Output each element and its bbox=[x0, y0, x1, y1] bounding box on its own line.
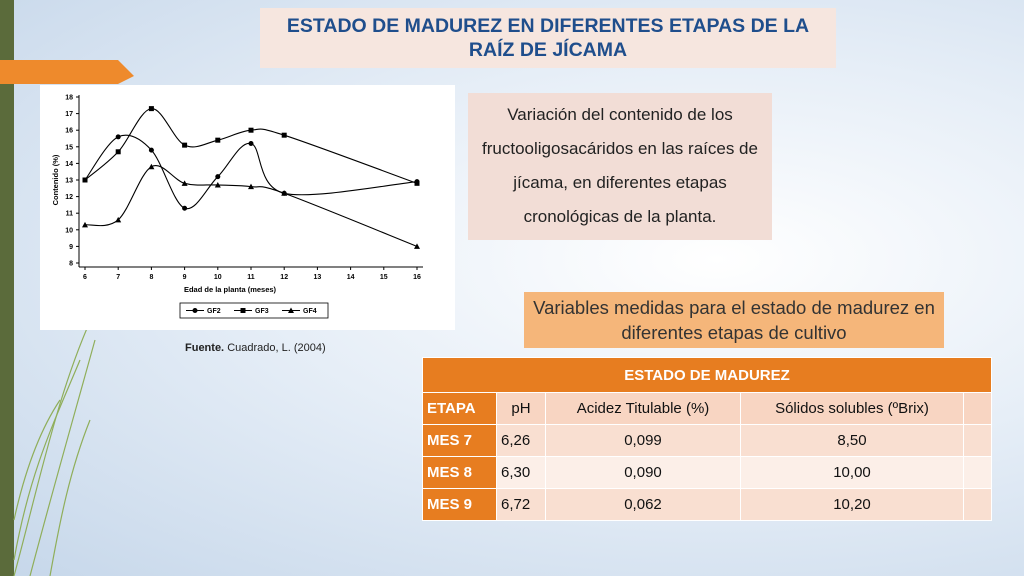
cell: 8,50 bbox=[740, 424, 964, 457]
y-tick-label: 15 bbox=[65, 144, 73, 151]
y-tick-label: 16 bbox=[65, 128, 73, 135]
y-tick-label: 18 bbox=[65, 95, 73, 102]
x-tick-label: 11 bbox=[247, 274, 255, 281]
callout: Variables medidas para el estado de madu… bbox=[524, 292, 944, 348]
x-tick-label: 9 bbox=[183, 274, 187, 281]
marker bbox=[248, 183, 254, 190]
description: Variación del contenido de los fructooli… bbox=[468, 93, 772, 240]
x-tick-label: 14 bbox=[347, 274, 355, 281]
empty-cell bbox=[963, 488, 992, 521]
marker bbox=[248, 127, 254, 133]
marker bbox=[115, 216, 122, 223]
cell: 0,062 bbox=[545, 488, 741, 521]
marker bbox=[115, 134, 121, 140]
legend bbox=[179, 302, 329, 319]
legend-label: GF3 bbox=[255, 308, 269, 315]
cell: 6,26 bbox=[496, 424, 546, 457]
decoration bbox=[0, 0, 134, 576]
header-cell: ETAPA bbox=[422, 392, 497, 425]
y-axis-label: Contenido (%) bbox=[51, 154, 60, 205]
source-text: Cuadrado, L. (2004) bbox=[227, 342, 326, 354]
marker bbox=[248, 140, 254, 146]
marker bbox=[414, 243, 420, 249]
row: MES 9 6,72 0,062 10,20 bbox=[422, 488, 992, 521]
empty-cell bbox=[963, 424, 992, 457]
stage-cell: MES 9 bbox=[422, 488, 497, 521]
marker bbox=[181, 180, 188, 186]
stage-cell: MES 7 bbox=[422, 424, 497, 457]
cell: 10,00 bbox=[740, 456, 964, 489]
marker bbox=[240, 308, 246, 313]
marker bbox=[182, 142, 188, 148]
marker bbox=[192, 308, 198, 313]
header-cell: Acidez Titulable (%) bbox=[545, 392, 741, 425]
legend-label: GF4 bbox=[303, 308, 317, 315]
x-tick-label: 10 bbox=[214, 274, 222, 281]
side-bar bbox=[0, 0, 14, 576]
cell: 0,099 bbox=[545, 424, 741, 457]
empty-cell bbox=[963, 456, 992, 489]
marker bbox=[214, 181, 221, 188]
y-tick-label: 13 bbox=[65, 178, 73, 185]
header-cell: pH bbox=[496, 392, 546, 425]
chart: 8 9 10 11 12 13 14 15 16 17 18 6 7 8 9 10 11 12 13 14 15 16 Co… bbox=[51, 95, 423, 319]
tab bbox=[0, 60, 134, 84]
marker bbox=[215, 137, 221, 143]
cell: 0,090 bbox=[545, 456, 741, 489]
x-axis-label: Edad de la planta (meses) bbox=[184, 285, 277, 294]
x-tick-label: 7 bbox=[116, 274, 120, 281]
x-tick-label: 13 bbox=[314, 274, 322, 281]
y-tick-label: 12 bbox=[65, 194, 73, 201]
marker bbox=[288, 307, 294, 313]
cell: 6,72 bbox=[496, 488, 546, 521]
legend-label: GF2 bbox=[207, 308, 221, 315]
x-tick-label: 15 bbox=[380, 274, 388, 281]
table-title-row: ESTADO DE MADUREZ bbox=[422, 357, 992, 393]
marker bbox=[182, 205, 188, 211]
marker bbox=[414, 180, 420, 186]
marker bbox=[82, 221, 88, 228]
marker bbox=[281, 132, 287, 138]
y-tick-label: 9 bbox=[69, 244, 73, 251]
marker bbox=[148, 106, 154, 112]
accent-lines bbox=[13, 299, 101, 576]
stage-cell: MES 8 bbox=[422, 456, 497, 489]
row: MES 7 6,26 0,099 8,50 bbox=[422, 424, 992, 457]
marker bbox=[148, 163, 155, 170]
row: MES 8 6,30 0,090 10,00 bbox=[422, 456, 992, 489]
marker bbox=[148, 147, 154, 153]
x-tick-label: 8 bbox=[149, 274, 153, 281]
x-tick-label: 16 bbox=[413, 274, 421, 281]
marker bbox=[215, 174, 221, 180]
y-tick-label: 8 bbox=[69, 261, 73, 268]
table: ESTADO DE MADUREZ ETAPA pH Acidez Titulable… bbox=[422, 357, 992, 521]
series-line bbox=[84, 165, 418, 247]
cell: 10,20 bbox=[740, 488, 964, 521]
marker bbox=[281, 190, 288, 196]
title: ESTADO DE MADUREZ EN DIFERENTES ETAPAS D… bbox=[260, 8, 836, 68]
header-row: ETAPA pH Acidez Titulable (%) Sólidos solub… bbox=[422, 392, 992, 425]
table-title: ESTADO DE MADUREZ bbox=[422, 357, 992, 393]
source-label: Fuente. bbox=[185, 342, 225, 354]
marker bbox=[115, 149, 121, 155]
header-cell: Sólidos solubles (ºBrix) bbox=[740, 392, 964, 425]
x-tick-label: 6 bbox=[83, 274, 87, 281]
series-line bbox=[84, 108, 418, 184]
source: Fuente. Cuadrado, L. (2004) bbox=[185, 342, 326, 354]
marker bbox=[82, 177, 88, 183]
series-line bbox=[84, 134, 418, 210]
figure: 8 9 10 11 12 13 14 15 16 17 18 6 7 8 9 10 11 12 13 14 15 16 Co… bbox=[40, 85, 455, 330]
empty-cell bbox=[963, 392, 992, 425]
y-tick-label: 17 bbox=[65, 111, 73, 118]
y-tick-label: 14 bbox=[65, 161, 73, 168]
x-tick-label: 12 bbox=[280, 274, 288, 281]
cell: 6,30 bbox=[496, 456, 546, 489]
y-tick-label: 11 bbox=[66, 211, 74, 218]
y-tick-label: 10 bbox=[65, 227, 73, 234]
